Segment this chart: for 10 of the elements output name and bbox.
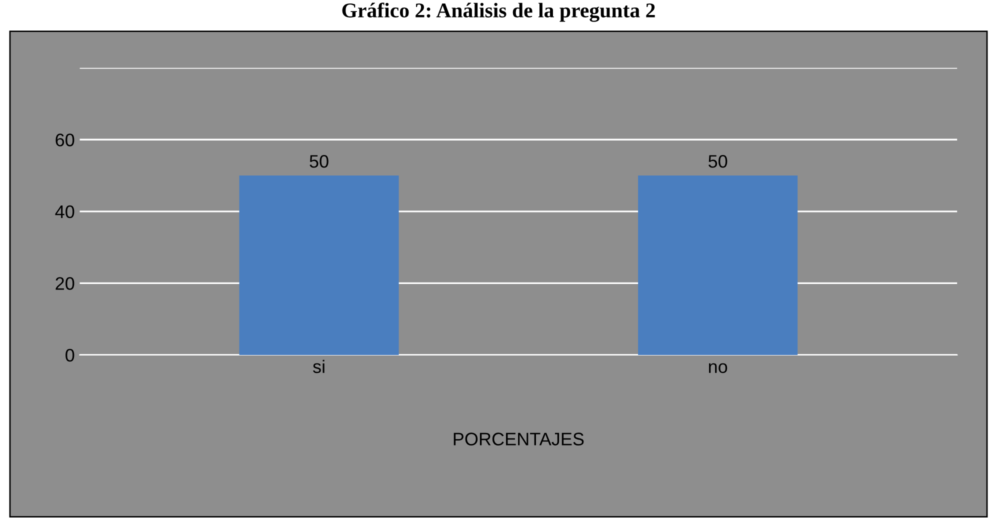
- data-label: 50: [708, 155, 728, 168]
- x-axis-title: PORCENTAJES: [454, 432, 584, 446]
- y-tick-label: 20: [56, 277, 74, 290]
- y-tick-label: 60: [56, 134, 74, 146]
- x-tick-label: si: [313, 360, 324, 374]
- y-tick-label: 40: [55, 205, 74, 218]
- data-label: 50: [310, 155, 328, 168]
- chart-title: Gráfico 2: Análisis de la pregunta 2: [342, 2, 655, 22]
- y-tick-label: 0: [66, 348, 74, 362]
- x-tick-label: no: [709, 363, 728, 374]
